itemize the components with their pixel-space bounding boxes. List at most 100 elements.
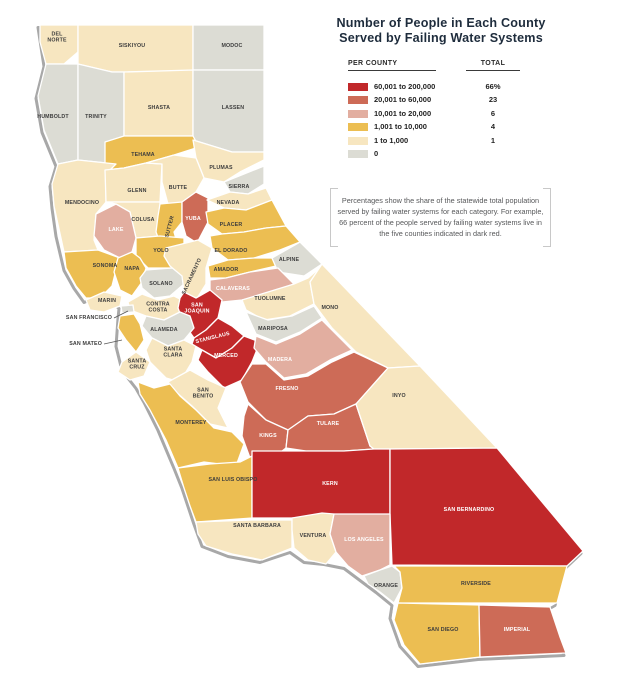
county-label-alameda: ALAMEDA (150, 327, 178, 333)
county-santa-barbara (195, 519, 293, 561)
county-label-del-norte: DEL NORTE (47, 32, 67, 44)
legend-swatch (348, 136, 368, 145)
county-lassen (192, 69, 265, 153)
page-title: Number of People in Each County Served b… (325, 16, 557, 46)
county-label-napa: NAPA (124, 266, 139, 272)
title-line2: Served by Failing Water Systems (339, 31, 543, 45)
legend-total-value: 66% (485, 81, 501, 91)
note-line: 66 percent of the people served by faili… (339, 218, 542, 227)
legend-range-label: 60,001 to 200,000 (374, 81, 436, 91)
county-label-san-luis-obispo: SAN LUIS OBISPO (208, 477, 257, 483)
county-label-san-bernardino: SAN BERNARDINO (444, 507, 495, 513)
county-label-marin: MARIN (98, 298, 116, 304)
county-label-mariposa: MARIPOSA (258, 326, 288, 332)
county-label-tulare: TULARE (317, 421, 340, 427)
legend-total-value: 6 (490, 108, 496, 118)
county-label-yolo: YOLO (153, 248, 169, 254)
county-label-humboldt: HUMBOLDT (37, 114, 69, 120)
county-label-monterey: MONTEREY (175, 420, 207, 426)
county-label-san-joaquin: SAN JOAQUIN (184, 303, 209, 315)
county-shasta (123, 69, 194, 137)
legend-range-label: 1 to 1,000 (374, 135, 409, 145)
county-label-modoc: MODOC (221, 43, 242, 49)
title-line1: Number of People in Each County (336, 16, 546, 30)
county-label-ventura: VENTURA (300, 533, 327, 539)
county-label-san-diego: SAN DIEGO (427, 627, 458, 633)
county-label-riverside: RIVERSIDE (461, 581, 491, 587)
note-line: the five counties indicated in dark red. (379, 229, 502, 238)
county-kern (251, 448, 391, 519)
callout-line-san-mateo (103, 339, 123, 345)
county-label-butte: BUTTE (169, 185, 188, 191)
county-label-lake: LAKE (108, 227, 123, 233)
legend-total-value: 1 (490, 135, 496, 145)
county-label-santa-cruz: SANTA CRUZ (128, 359, 147, 371)
county-mariposa (245, 305, 323, 343)
legend-row: 20,001 to 60,000 23 (348, 94, 557, 108)
legend-swatch (348, 96, 368, 105)
callout-label-san-francisco: SAN FRANCISCO (66, 315, 112, 321)
county-label-amador: AMADOR (214, 267, 239, 273)
county-label-imperial: IMPERIAL (504, 627, 531, 633)
legend-col-per-county: PER COUNTY (348, 60, 436, 71)
county-ventura (291, 512, 337, 565)
county-marin (85, 291, 123, 313)
callout-line-san-francisco (113, 310, 129, 319)
county-label-tehama: TEHAMA (131, 152, 155, 158)
county-label-tuolumne: TUOLUMNE (254, 296, 286, 302)
legend-total-value: 23 (488, 95, 498, 105)
county-label-plumas: PLUMAS (209, 165, 233, 171)
county-label-madera: MADERA (268, 357, 292, 363)
county-label-santa-clara: SANTA CLARA (163, 347, 182, 359)
legend-row: 60,001 to 200,000 66% (348, 80, 557, 94)
county-label-sutter: SUTTER (164, 215, 176, 238)
county-label-el-dorado: EL DORADO (214, 248, 247, 254)
county-monterey (137, 381, 245, 469)
legend-range-label: 0 (374, 149, 379, 159)
legend-total-value: 4 (490, 122, 496, 132)
note-line: served by failing water systems for each… (337, 207, 544, 216)
county-label-orange: ORANGE (374, 583, 398, 589)
county-label-calaveras: CALAVERAS (216, 286, 250, 292)
county-label-sonoma: SONOMA (93, 263, 118, 269)
county-label-san-benito: SAN BENITO (193, 388, 214, 400)
callout-label-san-mateo: SAN MATEO (69, 341, 102, 347)
county-label-shasta: SHASTA (148, 105, 170, 111)
county-label-placer: PLACER (220, 222, 243, 228)
legend-swatch (348, 82, 368, 91)
county-label-alpine: ALPINE (279, 257, 300, 263)
county-imperial (478, 604, 567, 658)
note-line: Percentages show the share of the statew… (341, 196, 540, 205)
legend-col-total: TOTAL (466, 60, 520, 71)
county-label-yuba: YUBA (185, 216, 201, 222)
county-alameda (141, 311, 195, 347)
legend-range-label: 20,001 to 60,000 (374, 95, 432, 105)
county-label-contra-costa: CONTRA COSTA (146, 302, 170, 314)
legend-row: 0 (348, 148, 557, 162)
county-label-glenn: GLENN (127, 188, 146, 194)
note-box: Percentages show the share of the statew… (330, 188, 551, 247)
legend-header: PER COUNTY TOTAL (348, 60, 557, 75)
county-label-colusa: COLUSA (131, 217, 154, 223)
legend-rows: 60,001 to 200,000 66% 20,001 to 60,000 23 10… (348, 80, 557, 162)
legend-row: 10,001 to 20,000 6 (348, 107, 557, 121)
county-label-nevada: NEVADA (217, 200, 240, 206)
note-text: Percentages show the share of the statew… (330, 195, 551, 239)
legend-row: 1 to 1,000 1 (348, 134, 557, 148)
county-glenn (104, 162, 163, 203)
county-label-trinity: TRINITY (85, 114, 107, 120)
legend-range-label: 10,001 to 20,000 (374, 108, 432, 118)
county-los-angeles (329, 513, 391, 577)
legend: PER COUNTY TOTAL 60,001 to 200,000 66% 20,… (348, 60, 557, 162)
county-san-francisco (120, 304, 135, 314)
legend-row: 1,001 to 10,000 4 (348, 121, 557, 135)
county-san-mateo (117, 313, 145, 353)
county-sacramento (163, 239, 213, 301)
county-label-sierra: SIERRA (229, 184, 250, 190)
county-yuba (181, 191, 209, 244)
county-label-merced: MERCED (214, 353, 238, 359)
county-label-los-angeles: LOS ANGELES (344, 537, 384, 543)
legend-swatch (348, 123, 368, 132)
